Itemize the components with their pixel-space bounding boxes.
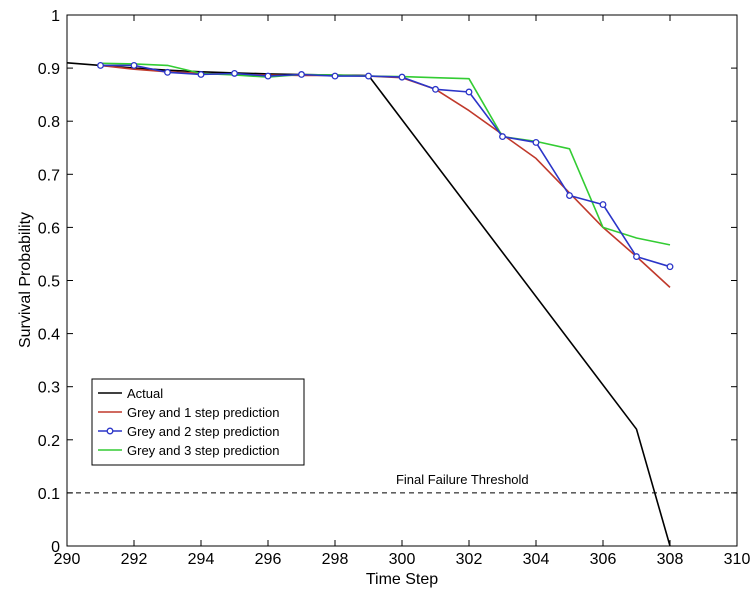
- series-line-2: [100, 64, 671, 268]
- y-tick-label: 0.1: [38, 486, 60, 503]
- y-tick-label: 0.6: [38, 220, 60, 237]
- legend-label-1: Grey and 1 step prediction: [127, 405, 279, 420]
- series-point-2: [633, 253, 640, 261]
- legend: Actual Grey and 1 step prediction Grey and…: [91, 378, 305, 466]
- x-tick-label: 290: [54, 551, 81, 568]
- series-point-2: [666, 263, 674, 271]
- y-tick-label: 0.2: [38, 433, 60, 450]
- series-point-2: [298, 71, 305, 78]
- series-point-2: [97, 61, 104, 69]
- y-axis-title: Survival Probability: [17, 212, 34, 348]
- x-tick-label: 300: [389, 551, 416, 568]
- x-axis-title: Time Step: [366, 571, 438, 588]
- y-tick-label: 1: [51, 8, 60, 25]
- y-tick-label: 0.9: [38, 61, 60, 78]
- series-point-2: [532, 138, 540, 146]
- x-tick-label: 310: [724, 551, 751, 568]
- series-point-2: [264, 72, 272, 80]
- series-point-2: [365, 72, 372, 80]
- x-tick-label: 294: [188, 551, 215, 568]
- y-tick-label: 0.5: [38, 274, 60, 291]
- series-point-2: [599, 201, 607, 209]
- y-tick-label: 0.7: [38, 167, 60, 184]
- y-tick-label: 0.4: [38, 327, 60, 344]
- series-point-2: [331, 72, 339, 80]
- series-line-3: [100, 62, 671, 246]
- markers-layer: [97, 61, 674, 271]
- x-tick-label: 302: [456, 551, 483, 568]
- legend-marker-2: [106, 427, 114, 435]
- series-point-2: [499, 133, 506, 141]
- legend-label-3: Grey and 3 step prediction: [127, 443, 279, 458]
- y-tick-label: 0: [51, 539, 60, 556]
- y-tick-label: 0.8: [38, 114, 60, 131]
- series-point-2: [164, 68, 171, 76]
- series-point-2: [432, 85, 439, 93]
- x-tick-label: 298: [322, 551, 349, 568]
- legend-label-0: Actual: [127, 386, 163, 401]
- series-line-0: [67, 62, 671, 546]
- series-point-2: [130, 61, 138, 69]
- series-point-2: [398, 73, 406, 81]
- plot-area-frame: [66, 14, 738, 547]
- x-tick-label: 304: [523, 551, 550, 568]
- series-point-2: [197, 71, 205, 78]
- threshold-layer: Final Failure Threshold: [67, 472, 737, 494]
- failure-threshold-label: Final Failure Threshold: [396, 472, 529, 487]
- y-tick-label: 0.3: [38, 380, 60, 397]
- x-tick-label: 306: [590, 551, 617, 568]
- x-tick-label: 292: [121, 551, 148, 568]
- legend-label-2: Grey and 2 step prediction: [127, 424, 279, 439]
- series-point-2: [566, 192, 573, 199]
- series-layer: [67, 62, 671, 546]
- series-point-2: [231, 69, 238, 77]
- x-tick-label: 296: [255, 551, 282, 568]
- x-tick-label: 308: [657, 551, 684, 568]
- axis-ticks: 290 292 294 296 298 300 302 304 306 308 310 0 0.1 0.2…: [38, 8, 751, 568]
- series-point-2: [465, 88, 473, 96]
- legend-box: [91, 378, 305, 466]
